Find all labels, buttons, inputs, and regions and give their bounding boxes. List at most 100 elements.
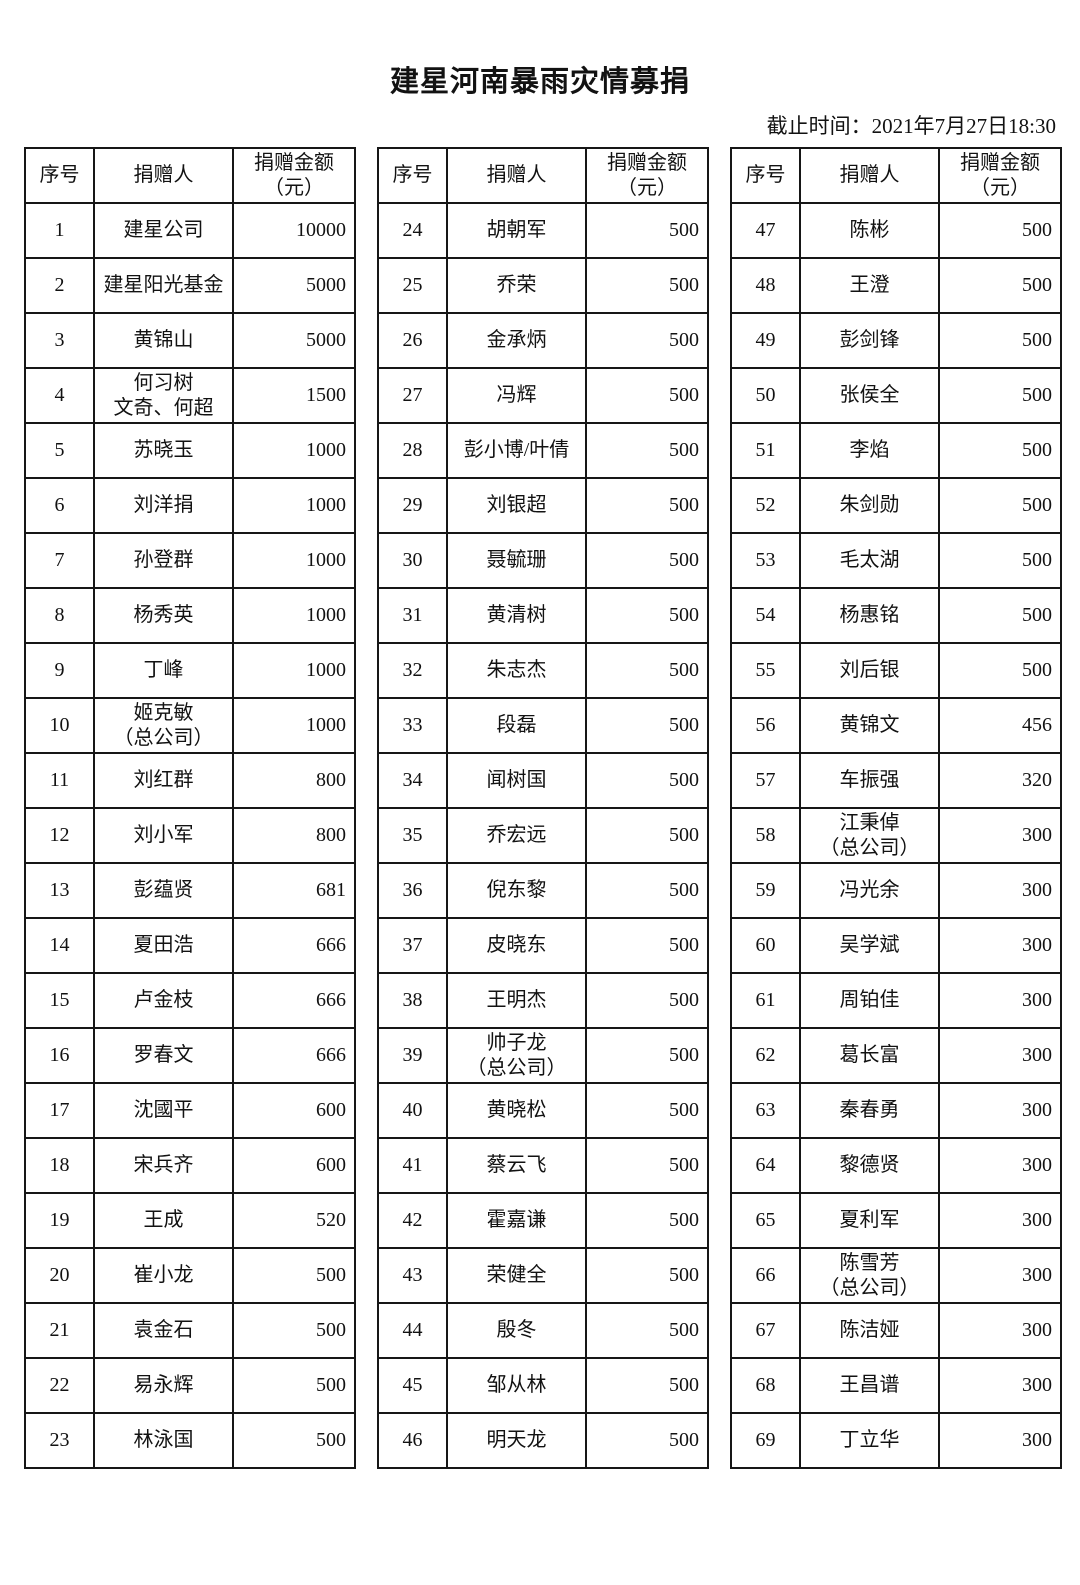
table-row: 54 杨惠铭 500: [730, 587, 1062, 644]
table-row: 64 黎德贤 300: [730, 1137, 1062, 1194]
cell-donor: 邹从林: [446, 1357, 587, 1414]
cell-no: 12: [24, 807, 95, 864]
cell-donor: 刘后银: [799, 642, 940, 699]
cell-donor: 黄清树: [446, 587, 587, 644]
cell-donor: 王明杰: [446, 972, 587, 1029]
cell-no: 34: [377, 752, 448, 809]
cell-donor: 朱志杰: [446, 642, 587, 699]
cell-amount: 500: [585, 202, 709, 259]
header-no: 序号: [377, 147, 448, 204]
table-row: 65 夏利军 300: [730, 1192, 1062, 1249]
cell-no: 43: [377, 1247, 448, 1304]
cell-donor: 丁峰: [93, 642, 234, 699]
cell-no: 32: [377, 642, 448, 699]
cell-no: 63: [730, 1082, 801, 1139]
cell-no: 21: [24, 1302, 95, 1359]
cell-amount: 500: [585, 532, 709, 589]
cell-no: 17: [24, 1082, 95, 1139]
cell-donor: 陈彬: [799, 202, 940, 259]
table-row: 33 段磊 500: [377, 697, 709, 754]
cell-amount: 500: [585, 422, 709, 479]
cell-no: 30: [377, 532, 448, 589]
cell-amount: 500: [938, 532, 1062, 589]
cell-donor: 段磊: [446, 697, 587, 754]
cell-no: 41: [377, 1137, 448, 1194]
table-row: 48 王澄 500: [730, 257, 1062, 314]
cell-amount: 300: [938, 1192, 1062, 1249]
table-body-2: 24 胡朝军 500 25 乔荣 500 26 金承炳 500 27 冯辉 500 28 彭小博/叶倩 50…: [377, 202, 709, 1469]
header-row: 序号 捐赠人 捐赠金额 （元）: [24, 147, 356, 204]
header-amount: 捐赠金额 （元）: [938, 147, 1062, 204]
cell-amount: 320: [938, 752, 1062, 809]
cell-donor: 冯辉: [446, 367, 587, 424]
cell-donor: 黄晓松: [446, 1082, 587, 1139]
header-row: 序号 捐赠人 捐赠金额 （元）: [730, 147, 1062, 204]
cell-no: 59: [730, 862, 801, 919]
table-row: 62 葛长富 300: [730, 1027, 1062, 1084]
cell-no: 65: [730, 1192, 801, 1249]
table-row: 8 杨秀英 1000: [24, 587, 356, 644]
table-row: 18 宋兵齐 600: [24, 1137, 356, 1194]
cell-no: 6: [24, 477, 95, 534]
cell-amount: 500: [585, 752, 709, 809]
table-body-3: 47 陈彬 500 48 王澄 500 49 彭剑锋 500 50 张侯全 500 51 李焰 500 52 朱…: [730, 202, 1062, 1469]
cell-donor: 陈雪芳 （总公司）: [799, 1247, 940, 1304]
table-row: 16 罗春文 666: [24, 1027, 356, 1084]
cell-amount: 1000: [232, 532, 356, 589]
cell-donor: 葛长富: [799, 1027, 940, 1084]
cell-no: 55: [730, 642, 801, 699]
cell-no: 22: [24, 1357, 95, 1414]
table-row: 6 刘洋捐 1000: [24, 477, 356, 534]
cell-amount: 500: [232, 1412, 356, 1469]
cell-no: 3: [24, 312, 95, 369]
cell-no: 52: [730, 477, 801, 534]
table-row: 37 皮晓东 500: [377, 917, 709, 974]
cell-amount: 300: [938, 862, 1062, 919]
cell-donor: 倪东黎: [446, 862, 587, 919]
cell-donor: 杨惠铭: [799, 587, 940, 644]
cell-no: 36: [377, 862, 448, 919]
cell-amount: 500: [585, 642, 709, 699]
cell-amount: 500: [585, 862, 709, 919]
cell-donor: 杨秀英: [93, 587, 234, 644]
cell-no: 1: [24, 202, 95, 259]
cell-amount: 1000: [232, 422, 356, 479]
cell-amount: 300: [938, 807, 1062, 864]
table-row: 49 彭剑锋 500: [730, 312, 1062, 369]
table-row: 47 陈彬 500: [730, 202, 1062, 259]
table-row: 26 金承炳 500: [377, 312, 709, 369]
cell-amount: 500: [585, 917, 709, 974]
table-row: 11 刘红群 800: [24, 752, 356, 809]
table-row: 66 陈雪芳 （总公司） 300: [730, 1247, 1062, 1304]
cell-no: 33: [377, 697, 448, 754]
cell-donor: 彭蕴贤: [93, 862, 234, 919]
cell-no: 38: [377, 972, 448, 1029]
table-row: 20 崔小龙 500: [24, 1247, 356, 1304]
cell-no: 56: [730, 697, 801, 754]
cell-donor: 车振强: [799, 752, 940, 809]
cell-donor: 黎德贤: [799, 1137, 940, 1194]
table-row: 30 聂毓珊 500: [377, 532, 709, 589]
cell-no: 24: [377, 202, 448, 259]
header-no: 序号: [730, 147, 801, 204]
cell-donor: 蔡云飞: [446, 1137, 587, 1194]
cell-amount: 500: [938, 312, 1062, 369]
cell-amount: 300: [938, 1247, 1062, 1304]
cell-donor: 彭剑锋: [799, 312, 940, 369]
cell-amount: 1500: [232, 367, 356, 424]
cell-amount: 500: [585, 1357, 709, 1414]
cell-amount: 1000: [232, 587, 356, 644]
cell-no: 60: [730, 917, 801, 974]
cell-amount: 5000: [232, 257, 356, 314]
cell-donor: 刘银超: [446, 477, 587, 534]
cell-amount: 10000: [232, 202, 356, 259]
cell-no: 15: [24, 972, 95, 1029]
cell-amount: 500: [938, 587, 1062, 644]
cell-amount: 500: [585, 1137, 709, 1194]
table-row: 40 黄晓松 500: [377, 1082, 709, 1139]
cell-donor: 丁立华: [799, 1412, 940, 1469]
cell-amount: 500: [938, 477, 1062, 534]
cell-donor: 秦春勇: [799, 1082, 940, 1139]
cell-donor: 林泳国: [93, 1412, 234, 1469]
table-row: 68 王昌谱 300: [730, 1357, 1062, 1414]
